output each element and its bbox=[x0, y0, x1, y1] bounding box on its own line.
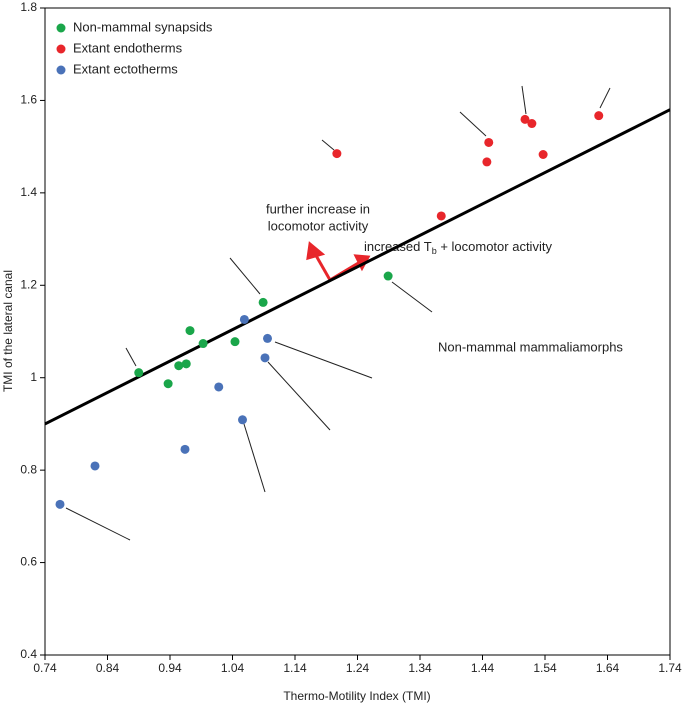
point bbox=[239, 314, 249, 324]
arrows bbox=[306, 241, 371, 282]
leader bbox=[521, 85, 527, 115]
annotation: locomotor activity bbox=[268, 218, 369, 233]
legend-marker bbox=[56, 65, 66, 75]
point bbox=[134, 368, 144, 378]
leader-lines bbox=[65, 85, 611, 541]
annotation: further increase in bbox=[266, 201, 370, 216]
y-tick-label: 0.6 bbox=[20, 555, 37, 569]
leader bbox=[243, 423, 266, 493]
x-tick-label: 1.74 bbox=[658, 661, 682, 675]
x-tick-label: 1.24 bbox=[346, 661, 370, 675]
point bbox=[90, 461, 100, 471]
x-tick-label: 1.54 bbox=[533, 661, 557, 675]
leader bbox=[229, 257, 261, 295]
y-tick-label: 1.4 bbox=[20, 185, 37, 199]
y-tick-label: 0.4 bbox=[20, 647, 37, 661]
point bbox=[383, 271, 393, 281]
leader bbox=[599, 87, 611, 109]
leader bbox=[65, 507, 131, 541]
y-tick-label: 1.6 bbox=[20, 93, 37, 107]
point bbox=[181, 359, 191, 369]
y-tick-label: 1 bbox=[30, 370, 37, 384]
x-tick-label: 0.94 bbox=[158, 661, 182, 675]
x-tick-label: 1.34 bbox=[408, 661, 432, 675]
point bbox=[174, 361, 184, 371]
y-tick-label: 1.8 bbox=[20, 0, 37, 14]
point bbox=[332, 149, 342, 159]
annotation-part: + locomotor activity bbox=[437, 239, 553, 254]
point bbox=[180, 444, 190, 454]
y-tick-label: 0.8 bbox=[20, 462, 37, 476]
point bbox=[55, 499, 65, 509]
legend-label: Extant endotherms bbox=[73, 40, 183, 55]
point bbox=[436, 211, 446, 221]
trend-line bbox=[44, 108, 671, 426]
annotation: Non-mammal mammaliamorphs bbox=[438, 339, 623, 354]
arrow-head bbox=[306, 241, 326, 261]
point bbox=[214, 382, 224, 392]
legend-marker bbox=[56, 23, 66, 33]
leader bbox=[125, 347, 137, 367]
x-tick-label: 0.84 bbox=[96, 661, 120, 675]
x-axis-label: Thermo-Motility Index (TMI) bbox=[283, 689, 430, 703]
x-tick-label: 1.44 bbox=[471, 661, 495, 675]
point bbox=[260, 353, 270, 363]
legend-label: Extant ectotherms bbox=[73, 61, 178, 76]
point bbox=[238, 415, 247, 425]
leader bbox=[459, 111, 487, 137]
point bbox=[520, 114, 530, 124]
point bbox=[163, 379, 173, 389]
x-tick-label: 1.64 bbox=[596, 661, 620, 675]
legend-label: Non-mammal synapsids bbox=[73, 19, 213, 34]
point bbox=[482, 157, 492, 167]
point bbox=[527, 119, 537, 129]
y-axis-label: TMI of the lateral canal bbox=[1, 270, 15, 392]
leader bbox=[391, 281, 433, 313]
x-tick-label: 1.14 bbox=[283, 661, 307, 675]
leader bbox=[274, 341, 373, 379]
point bbox=[263, 333, 272, 343]
leader bbox=[321, 139, 335, 151]
point bbox=[538, 149, 548, 159]
point bbox=[185, 326, 195, 336]
x-tick-label: 1.04 bbox=[221, 661, 245, 675]
plot-frame bbox=[44, 7, 671, 656]
point bbox=[258, 297, 268, 307]
point bbox=[198, 339, 208, 349]
annotation-subscript: b bbox=[432, 246, 437, 256]
point bbox=[484, 137, 494, 147]
point bbox=[594, 111, 604, 121]
legend-marker bbox=[56, 44, 66, 54]
point bbox=[230, 337, 240, 347]
x-tick-label: 0.74 bbox=[33, 661, 57, 675]
leader bbox=[267, 361, 331, 431]
y-tick-label: 1.2 bbox=[20, 277, 37, 291]
